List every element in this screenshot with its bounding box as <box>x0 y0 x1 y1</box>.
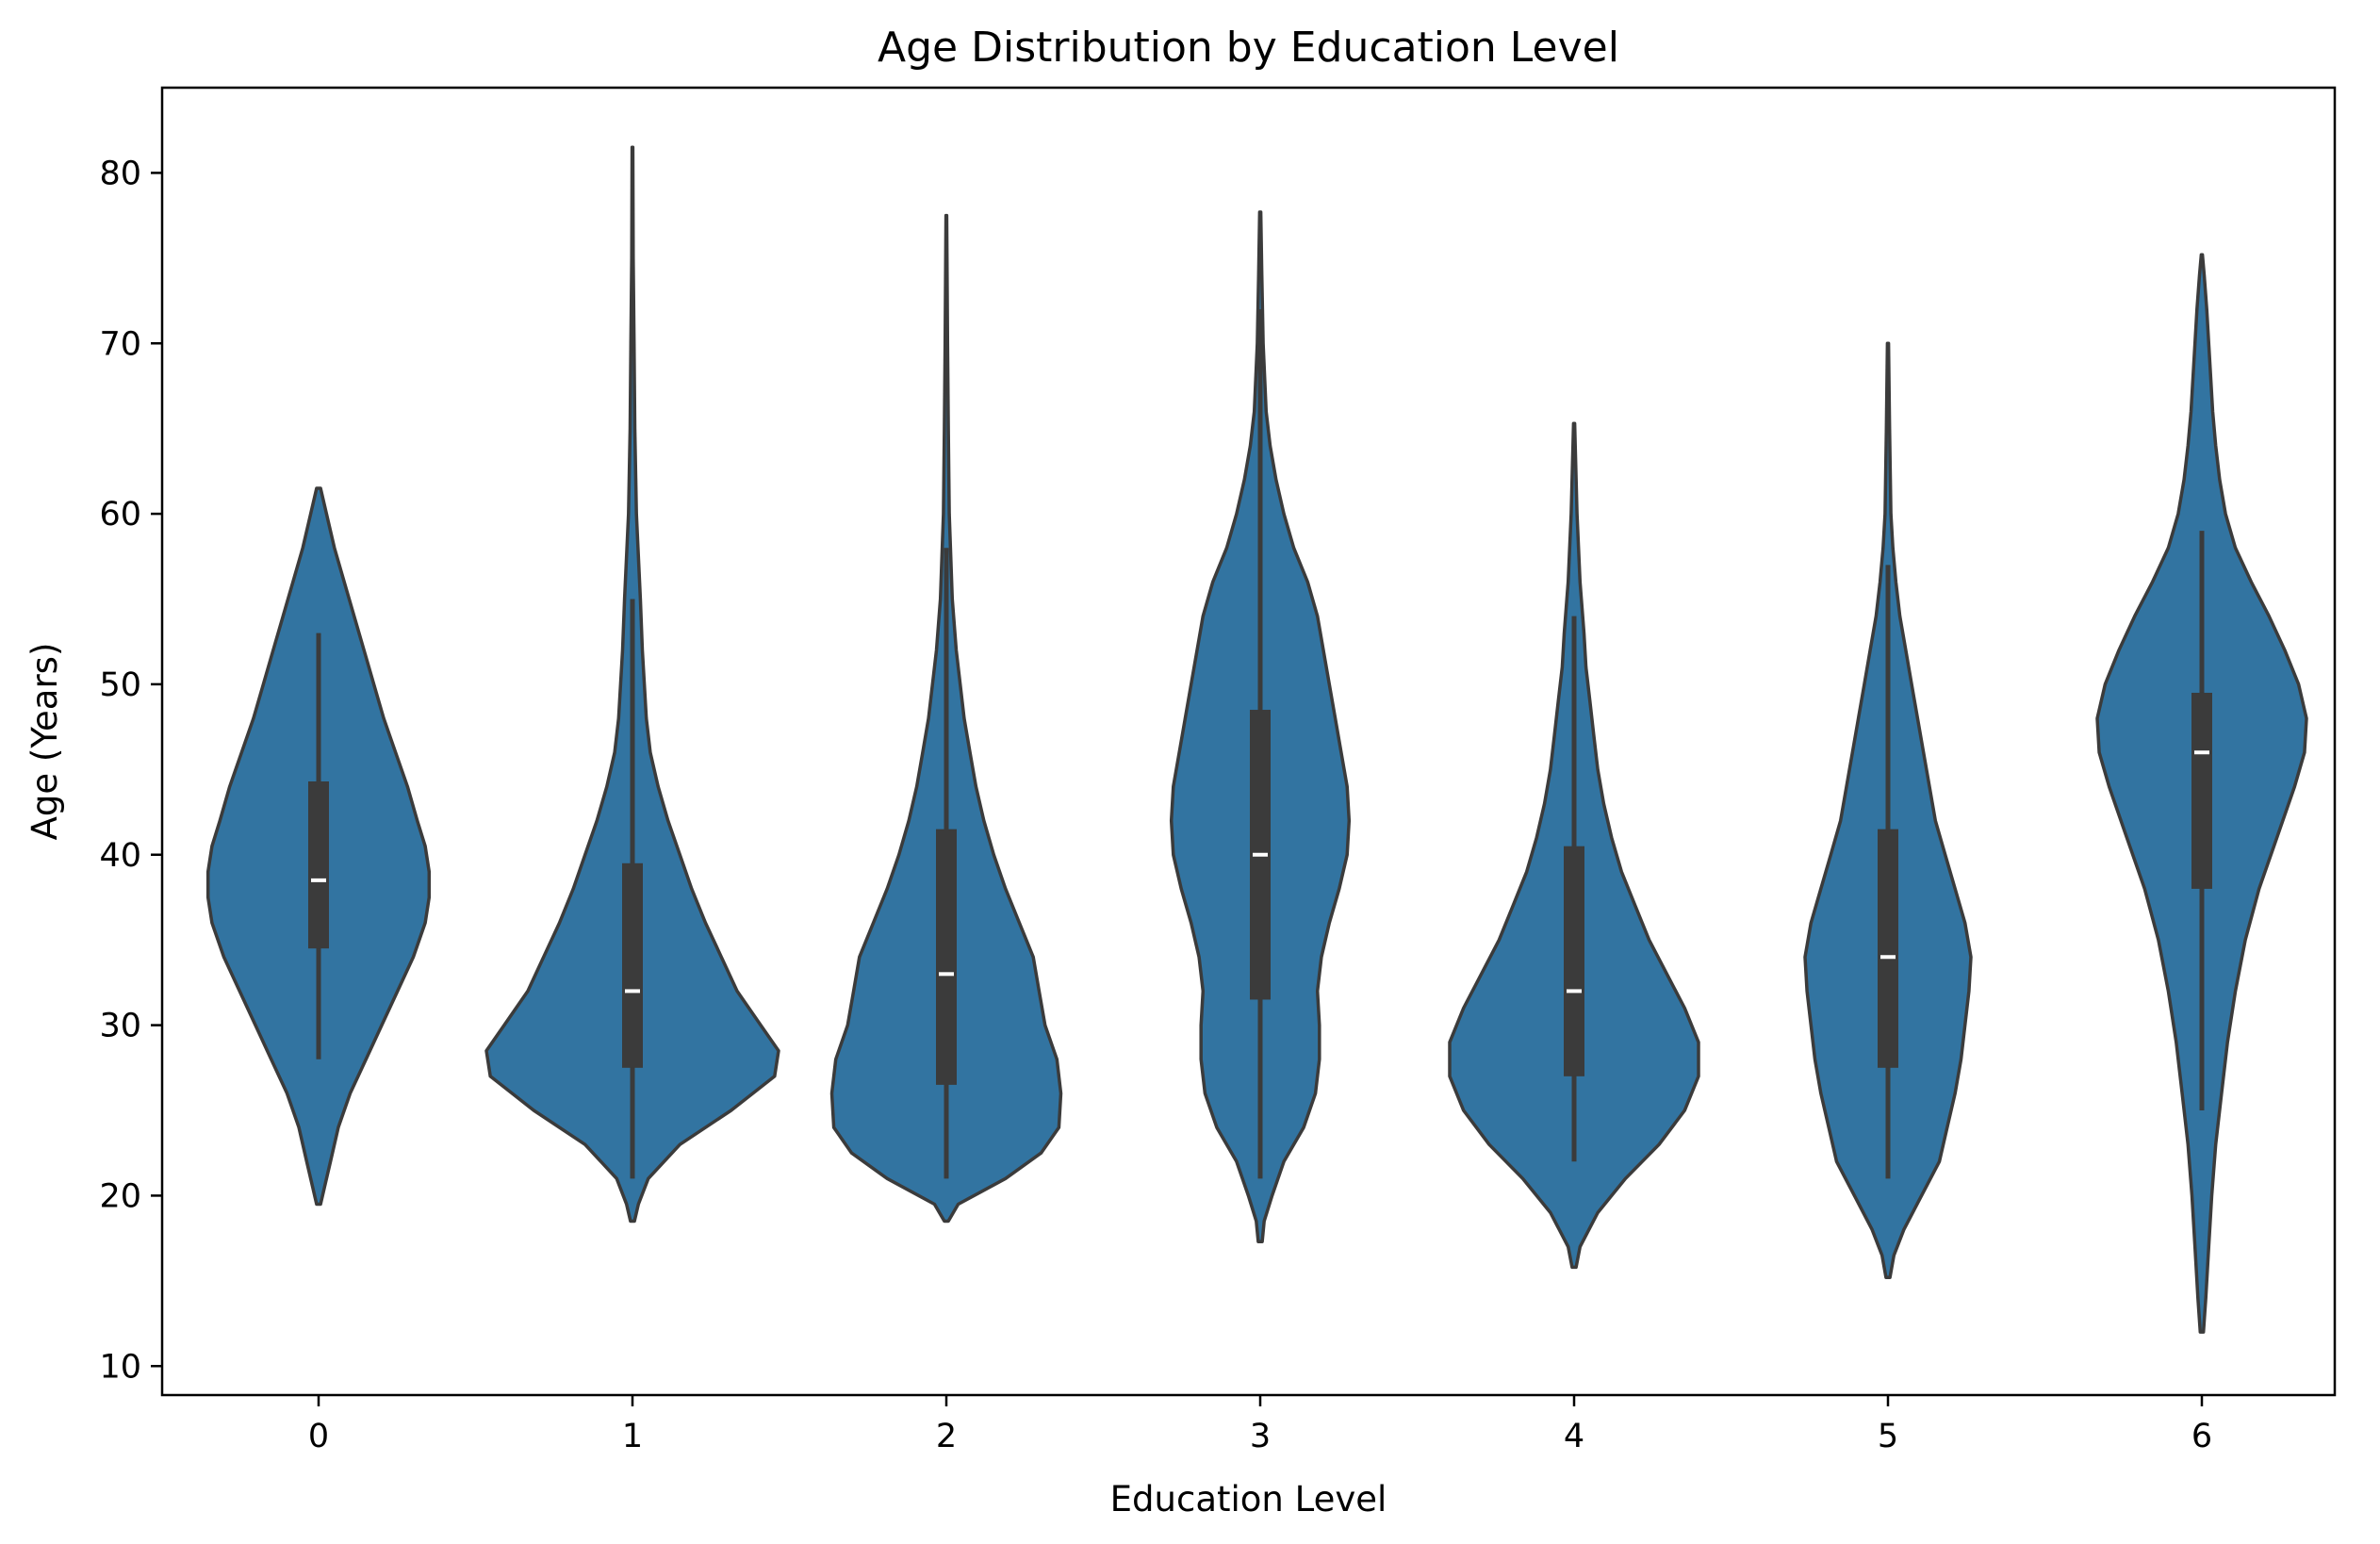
y-tick-label: 80 <box>99 155 141 192</box>
y-tick-label: 60 <box>99 496 141 534</box>
violin-group-0 <box>205 486 432 1207</box>
plot-frame <box>160 86 2337 1397</box>
violin-group-5 <box>1803 341 1973 1279</box>
x-tick-label: 3 <box>1250 1418 1271 1455</box>
violin-group-6 <box>2095 253 2308 1334</box>
x-tick-label: 5 <box>1878 1418 1898 1455</box>
violin-group-2 <box>829 213 1063 1224</box>
violin-iqr-box <box>308 780 329 949</box>
y-tick-label: 70 <box>99 325 141 363</box>
y-axis-title: Age (Years) <box>25 643 65 841</box>
y-tick-label: 10 <box>99 1348 141 1386</box>
violin-iqr-box <box>2191 692 2212 889</box>
y-tick-label: 20 <box>99 1177 141 1215</box>
plot-area <box>205 145 2308 1334</box>
x-tick-label: 1 <box>622 1418 643 1455</box>
y-tick-label: 50 <box>99 666 141 704</box>
x-tick-label: 2 <box>936 1418 957 1455</box>
violin-group-3 <box>1169 210 1352 1243</box>
violin-iqr-box <box>1564 846 1584 1076</box>
violin-group-4 <box>1448 421 1700 1270</box>
x-tick-label: 6 <box>2191 1418 2212 1455</box>
x-axis-title: Education Level <box>1110 1479 1387 1519</box>
violin-iqr-box <box>622 862 643 1068</box>
y-axis: 10 20 30 40 50 60 70 80 <box>99 155 162 1386</box>
violin-group-1 <box>484 145 780 1224</box>
y-tick-label: 30 <box>99 1008 141 1045</box>
violin-iqr-box <box>936 829 957 1085</box>
x-tick-label: 4 <box>1564 1418 1584 1455</box>
x-axis: 0 1 2 3 4 5 6 <box>308 1395 2212 1455</box>
violin-iqr-box <box>1878 829 1898 1068</box>
y-tick-label: 40 <box>99 837 141 875</box>
x-tick-label: 0 <box>308 1418 329 1455</box>
chart-title: Age Distribution by Education Level <box>878 24 1619 72</box>
